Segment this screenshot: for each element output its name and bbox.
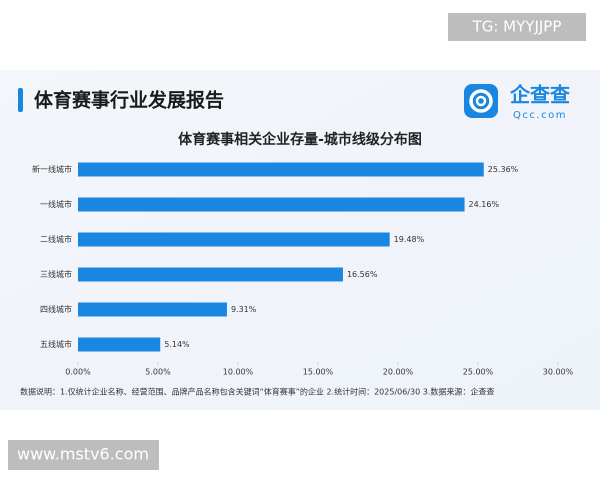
logo-glyph (475, 95, 487, 107)
bar (78, 267, 343, 282)
watermark: TG: MYYJJPP (472, 18, 562, 36)
header-bar (18, 88, 23, 112)
x-tick-label: 10.00% (223, 368, 254, 377)
x-tick-label: 15.00% (303, 368, 334, 377)
bar (78, 197, 465, 212)
y-tick-label: 一线城市 (40, 199, 72, 209)
x-tick-label: 25.00% (463, 368, 494, 377)
value-label: 24.16% (469, 200, 500, 209)
bar (78, 337, 161, 352)
chart-title: 体育赛事相关企业存量-城市线级分布图 (178, 131, 422, 148)
x-tick-label: 0.00% (65, 368, 91, 377)
y-tick-label: 新一线城市 (32, 164, 72, 174)
y-tick-label: 三线城市 (40, 269, 72, 279)
logo-url: Qcc.com (513, 110, 567, 121)
logo-name: 企查查 (509, 83, 570, 107)
logo-icon (464, 84, 498, 118)
value-label: 25.36% (488, 165, 519, 174)
x-tick-label: 5.00% (145, 368, 171, 377)
plot: 0.00% 5.00% 10.00% 15.00% 20.00% 25.00% 30.00%… (32, 162, 574, 377)
logo-glyph (469, 89, 493, 113)
y-tick-label: 二线城市 (40, 234, 72, 244)
y-tick-label: 五线城市 (40, 339, 72, 349)
bar (78, 162, 484, 177)
value-label: 9.31% (231, 305, 257, 314)
value-label: 16.56% (347, 270, 378, 279)
watermark-box (448, 13, 586, 41)
header-title: 体育赛事行业发展报告 (34, 89, 224, 112)
watermark-box (8, 440, 159, 470)
x-tick-label: 30.00% (543, 368, 574, 377)
y-tick-label: 四线城市 (40, 304, 72, 314)
x-tick-label: 20.00% (383, 368, 414, 377)
watermark: www.mstv6.com (17, 445, 149, 464)
bar (78, 232, 390, 247)
value-label: 5.14% (164, 340, 190, 349)
value-label: 19.48% (394, 235, 425, 244)
bar (78, 302, 227, 317)
footnote: 数据说明：1.仅统计企业名称、经营范围、品牌产品名称包含关键词“体育赛事”的企业… (20, 387, 494, 397)
